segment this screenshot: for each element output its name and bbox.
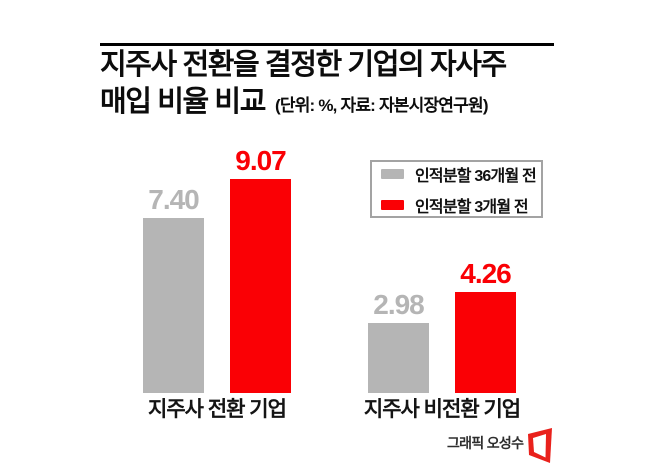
legend-label-3m-before-split: 인적분할 3개월 전: [415, 198, 529, 216]
legend-swatch-red: [381, 199, 404, 210]
publisher-logo-icon: [528, 428, 552, 463]
legend-item-3m-before-split: 인적분할 3개월 전: [381, 193, 541, 217]
publisher-logo-inner-cutout: [533, 434, 546, 458]
bar-value-holdco-nonconverted-3m-before-split: 4.26: [460, 258, 511, 289]
legend-label-36m-before-split: 인적분할 36개월 전: [415, 167, 537, 185]
bar-value-holdco-converted-36m-before-split: 7.40: [148, 184, 199, 215]
chart-title-line1: 지주사 전환을 결정한 기업의 자사주: [100, 49, 507, 81]
title-rule: [100, 43, 554, 46]
legend: 인적분할 36개월 전 인적분할 3개월 전: [370, 160, 543, 218]
bar-holdco-converted-3m-before-split: [230, 179, 291, 393]
bar-value-holdco-converted-3m-before-split: 9.07: [235, 145, 286, 176]
legend-item-36m-before-split: 인적분할 36개월 전: [381, 162, 541, 186]
graphic-credit: 그래픽 오성수: [447, 435, 524, 451]
legend-swatch-gray: [381, 168, 404, 179]
bar-holdco-nonconverted-3m-before-split: [455, 292, 516, 393]
chart-title-line2: 매입 비율 비교: [100, 86, 266, 118]
chart-unit-source: (단위: %, 자료: 자본시장연구원): [275, 96, 489, 115]
category-label-holdco-nonconverted: 지주사 비전환 기업: [363, 398, 521, 421]
bar-holdco-converted-36m-before-split: [143, 218, 204, 393]
bar-holdco-nonconverted-36m-before-split: [368, 323, 429, 393]
category-label-holdco-converted: 지주사 전환 기업: [148, 398, 287, 421]
bar-value-holdco-nonconverted-36m-before-split: 2.98: [373, 289, 424, 320]
